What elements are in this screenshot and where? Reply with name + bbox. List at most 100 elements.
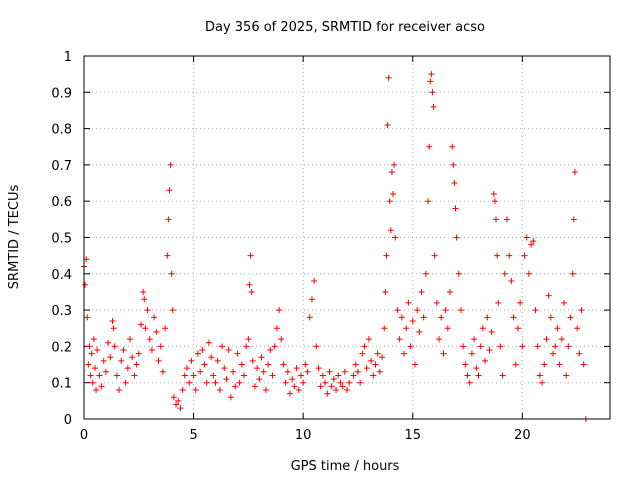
data-point <box>534 343 541 350</box>
y-tick-label: 0.2 <box>51 340 72 355</box>
data-point <box>451 180 458 187</box>
data-point <box>142 325 149 332</box>
data-point <box>567 314 574 321</box>
data-point <box>223 376 230 383</box>
data-point <box>453 234 460 241</box>
data-point <box>256 376 263 383</box>
data-point <box>148 347 155 354</box>
data-point <box>269 372 276 379</box>
data-point <box>452 205 459 212</box>
data-point <box>221 365 228 372</box>
data-point <box>370 372 377 379</box>
data-point <box>186 379 193 386</box>
data-point <box>86 343 93 350</box>
data-point <box>580 361 587 368</box>
data-point <box>403 325 410 332</box>
data-point <box>508 278 515 285</box>
data-point <box>525 270 532 277</box>
data-point <box>333 386 340 393</box>
data-point <box>405 299 412 306</box>
data-point <box>169 307 176 314</box>
y-tick-labels: 0 0.1 0.2 0.3 0.4 0.5 0.6 0.7 0.8 0.9 1 <box>51 50 72 428</box>
data-point <box>430 103 437 110</box>
data-point <box>383 252 390 259</box>
data-point <box>545 292 552 299</box>
data-point <box>382 288 389 295</box>
data-point <box>578 307 585 314</box>
y-axis-label: SRMTID / TECUs <box>7 185 22 290</box>
data-point <box>304 368 311 375</box>
data-point <box>464 372 471 379</box>
data-point <box>501 270 508 277</box>
x-tick-label: 10 <box>295 428 312 443</box>
data-point <box>466 379 473 386</box>
data-point <box>576 350 583 357</box>
data-point <box>385 74 392 81</box>
data-point <box>447 288 454 295</box>
data-point <box>262 386 269 393</box>
data-point <box>444 325 451 332</box>
data-point <box>384 121 391 128</box>
data-point <box>122 379 129 386</box>
data-point <box>230 368 237 375</box>
data-point <box>170 394 177 401</box>
data-point <box>90 336 97 343</box>
data-point <box>151 314 158 321</box>
data-point <box>109 317 116 324</box>
data-point <box>82 281 89 288</box>
data-point <box>477 343 484 350</box>
data-point <box>396 336 403 343</box>
data-point <box>519 343 526 350</box>
data-point <box>354 368 361 375</box>
data-point <box>541 361 548 368</box>
data-point <box>282 379 289 386</box>
data-point <box>260 368 267 375</box>
data-point <box>391 161 398 168</box>
data-point <box>386 198 393 205</box>
y-tick-label: 0.7 <box>51 159 72 174</box>
data-point <box>337 379 344 386</box>
data-point <box>212 379 219 386</box>
data-point <box>317 383 324 390</box>
data-point <box>289 376 296 383</box>
data-point <box>352 361 359 368</box>
data-point <box>503 216 510 223</box>
data-point <box>409 317 416 324</box>
data-point <box>460 343 467 350</box>
data-point <box>300 379 307 386</box>
data-point <box>107 354 114 361</box>
data-point <box>536 372 543 379</box>
data-point <box>473 365 480 372</box>
data-point <box>394 307 401 314</box>
data-point <box>344 386 350 393</box>
data-point <box>341 368 348 375</box>
data-point <box>315 365 322 372</box>
data-point <box>418 288 425 295</box>
data-point <box>558 336 565 343</box>
data-point <box>167 161 174 168</box>
data-point <box>251 383 258 390</box>
data-point <box>506 252 513 259</box>
data-point <box>133 361 140 368</box>
data-point <box>357 379 364 386</box>
data-point <box>326 368 333 375</box>
y-tick-label: 0.5 <box>51 232 72 247</box>
data-point <box>208 354 215 361</box>
data-point <box>258 354 265 361</box>
data-point <box>291 383 298 390</box>
data-point <box>179 386 186 393</box>
data-point <box>245 336 252 343</box>
data-point <box>490 190 497 197</box>
axis-ticks <box>83 55 610 420</box>
data-point <box>569 270 576 277</box>
data-point <box>416 328 423 335</box>
data-point <box>302 361 309 368</box>
y-tick-label: 1 <box>64 50 72 65</box>
data-point <box>429 89 436 96</box>
data-point <box>381 325 388 332</box>
data-point <box>100 357 107 364</box>
data-point <box>165 216 172 223</box>
data-point <box>89 379 96 386</box>
data-point <box>554 325 561 332</box>
